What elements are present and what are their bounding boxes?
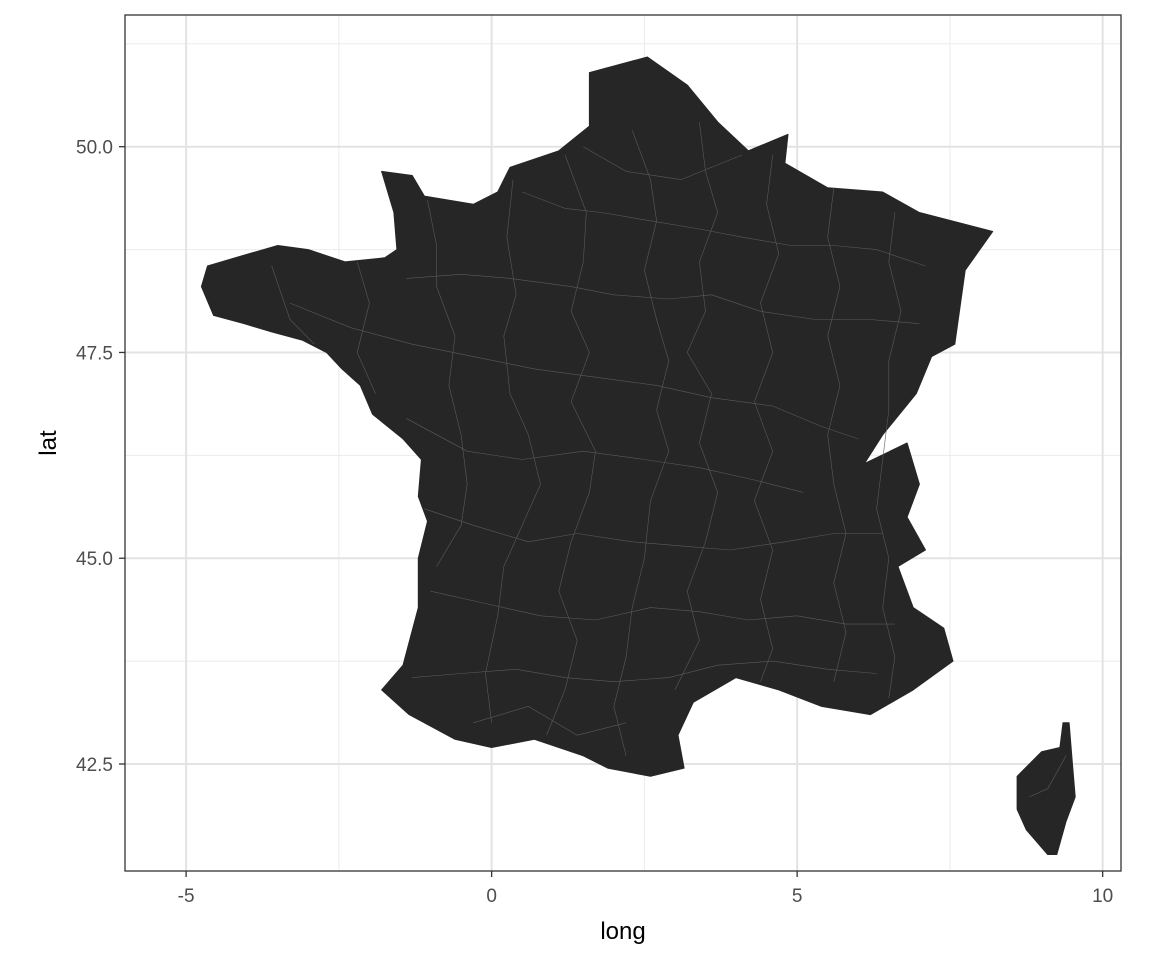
department-border	[876, 212, 902, 699]
department-border	[406, 274, 920, 324]
department-border	[412, 660, 877, 682]
y-axis: 42.5 45.0 47.5 50.0	[76, 138, 125, 776]
department-border	[427, 200, 468, 567]
department-border	[1029, 755, 1067, 798]
department-border	[271, 265, 315, 345]
department-border	[827, 187, 847, 682]
x-axis: -5 0 5 10	[178, 871, 1113, 907]
corsica-shape	[1016, 722, 1076, 855]
x-axis-title: long	[600, 918, 645, 945]
department-border	[405, 418, 804, 493]
department-border	[522, 191, 926, 267]
y-tick-label: 50.0	[76, 138, 113, 159]
y-axis-title: lat	[35, 430, 62, 456]
x-tick-label: 10	[1092, 886, 1113, 907]
department-border	[424, 508, 883, 551]
panel-border	[124, 14, 1122, 872]
department-border	[356, 261, 376, 394]
department-border	[485, 179, 541, 723]
department-border	[546, 154, 596, 736]
y-tick-label: 42.5	[76, 755, 113, 776]
mainland-france-shape	[200, 56, 994, 777]
department-border	[289, 302, 859, 440]
x-tick-label: 5	[792, 886, 803, 907]
x-tick-label: -5	[178, 886, 195, 907]
y-tick-label: 45.0	[76, 549, 113, 570]
department-border	[754, 154, 780, 682]
y-tick-label: 47.5	[76, 343, 113, 364]
x-tick-label: 0	[486, 886, 497, 907]
department-border	[613, 130, 670, 756]
department-border	[430, 590, 895, 625]
map-layer	[200, 56, 1076, 855]
department-border	[583, 146, 743, 180]
department-border	[674, 121, 718, 691]
